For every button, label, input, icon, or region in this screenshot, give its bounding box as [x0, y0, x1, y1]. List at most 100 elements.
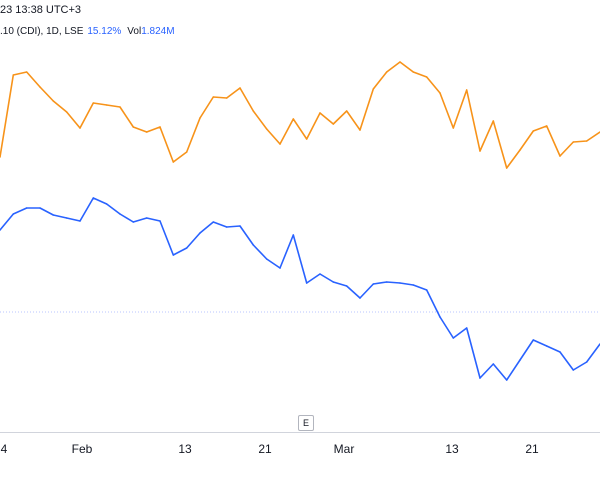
- blue-series-point: [385, 281, 388, 283]
- blue-series-point: [359, 297, 361, 299]
- blue-series-point: [292, 234, 295, 236]
- orange-series-point: [465, 89, 468, 91]
- orange-series-point: [119, 106, 121, 108]
- blue-series-point: [439, 316, 441, 318]
- orange-series-point: [12, 74, 15, 76]
- orange-series-point: [359, 129, 361, 131]
- blue-series-point: [519, 359, 521, 361]
- time-axis: 4 Feb 13 21 Mar 13 21: [0, 432, 600, 487]
- blue-series-point: [319, 273, 321, 275]
- blue-series-point: [372, 283, 375, 285]
- blue-series-point: [332, 281, 335, 283]
- blue-series-point: [212, 221, 215, 223]
- blue-series-point: [105, 203, 108, 205]
- blue-series-point: [132, 221, 135, 223]
- orange-series-point: [319, 112, 321, 114]
- blue-series-point: [159, 220, 161, 222]
- blue-series-point: [545, 345, 548, 347]
- blue-series-point: [425, 289, 428, 291]
- blue-series-point: [172, 254, 175, 256]
- orange-series-point: [39, 86, 41, 88]
- orange-series-point: [172, 161, 175, 163]
- blue-series-point: [585, 361, 588, 363]
- orange-series-point: [212, 96, 215, 98]
- blue-series-point: [399, 282, 401, 284]
- orange-series-point: [399, 61, 401, 63]
- events-button[interactable]: E: [298, 415, 314, 431]
- blue-series-point: [92, 197, 95, 199]
- blue-series-point: [492, 363, 495, 365]
- orange-series-point: [572, 141, 575, 143]
- volume-value: 1.824M: [141, 26, 175, 37]
- orange-series-point: [52, 100, 55, 102]
- orange-series-point: [185, 151, 188, 153]
- blue-series-point: [559, 351, 561, 353]
- orange-series-point: [559, 155, 561, 157]
- blue-series-point: [119, 213, 121, 215]
- blue-series-point: [412, 284, 415, 286]
- symbol-info: .10 (CDI), 1D, LSE: [0, 26, 84, 37]
- blue-series-point: [239, 225, 241, 227]
- orange-series-point: [92, 102, 95, 104]
- x-tick-label: 21: [525, 442, 539, 456]
- blue-series-point: [465, 327, 468, 329]
- blue-series-point: [199, 232, 201, 234]
- orange-series-point: [279, 143, 281, 145]
- blue-series-point: [0, 229, 1, 231]
- change-percent: 15.12%: [87, 26, 122, 37]
- blue-series-point: [532, 339, 535, 341]
- blue-series-point: [225, 226, 228, 228]
- blue-series-point: [452, 337, 455, 339]
- orange-series-line: [0, 61, 600, 169]
- orange-series-point: [519, 149, 521, 151]
- blue-series-point: [145, 217, 148, 219]
- orange-series-point: [79, 127, 81, 129]
- orange-series-point: [25, 71, 28, 73]
- blue-series-point: [12, 213, 15, 215]
- orange-series-point: [345, 110, 348, 112]
- orange-series-point: [492, 120, 495, 122]
- symbol-info-row: .10 (CDI), 1D, LSE 15.12% Vol1.824M: [0, 26, 175, 37]
- orange-series-point: [292, 118, 295, 120]
- x-tick-label: 4: [0, 442, 8, 456]
- orange-series-point: [585, 140, 588, 142]
- orange-series-point: [545, 125, 548, 127]
- orange-series-point: [505, 167, 508, 169]
- orange-series-point: [385, 71, 388, 73]
- orange-series-point: [305, 138, 308, 140]
- orange-series-point: [159, 126, 161, 128]
- orange-series-point: [425, 76, 428, 78]
- orange-series-point: [265, 128, 268, 130]
- blue-series-point: [65, 217, 68, 219]
- x-tick-label: 13: [178, 442, 192, 456]
- blue-series-point: [25, 207, 28, 209]
- orange-series-point: [452, 127, 455, 129]
- orange-series-point: [479, 150, 481, 152]
- blue-series-point: [265, 258, 268, 260]
- orange-series-point: [145, 131, 148, 133]
- header-timestamp: 23 13:38 UTC+3: [0, 4, 82, 16]
- orange-series-point: [332, 123, 335, 125]
- orange-series-point: [439, 92, 441, 94]
- orange-series-point: [225, 97, 228, 99]
- blue-series-point: [305, 282, 308, 284]
- x-tick-label: Feb: [71, 442, 93, 456]
- x-tick-label: Mar: [333, 442, 355, 456]
- blue-series-point: [279, 267, 281, 269]
- orange-series-point: [199, 117, 201, 119]
- blue-series-point: [52, 214, 55, 216]
- orange-series-point: [252, 110, 255, 112]
- blue-series-point: [252, 244, 255, 246]
- orange-series-point: [0, 156, 1, 158]
- blue-series-point: [79, 220, 81, 222]
- orange-series-point: [532, 130, 535, 132]
- blue-series-point: [345, 285, 348, 287]
- orange-series-point: [412, 71, 415, 73]
- orange-series-point: [372, 88, 375, 90]
- blue-series-point: [185, 247, 188, 249]
- orange-series-point: [239, 87, 241, 89]
- blue-series-point: [479, 377, 481, 379]
- x-tick-label: 13: [445, 442, 459, 456]
- blue-series-point: [39, 207, 41, 209]
